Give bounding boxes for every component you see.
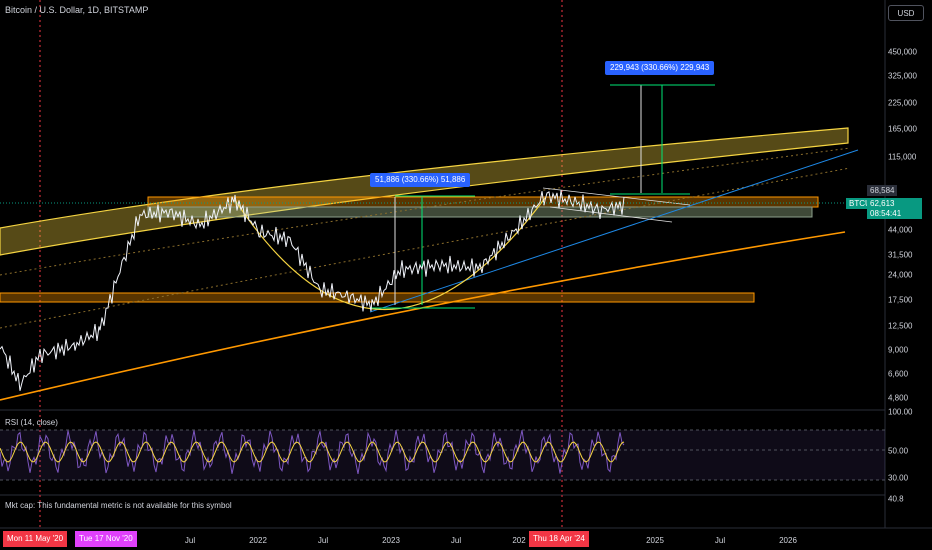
rsi-axis-label: 100.00 [888, 407, 913, 417]
time-axis-label: 2025 [646, 536, 664, 545]
resistance-zone [147, 196, 819, 208]
time-axis-label: Jul [184, 536, 196, 545]
marker-price-tag: 68,584 [867, 185, 898, 196]
price-axis-label: 115,000 [888, 152, 917, 162]
measure-label[interactable]: 51,886 (330.66%) 51,886 [370, 173, 471, 187]
time-axis-label: Jul [317, 536, 329, 545]
time-axis-label: 2022 [249, 536, 267, 545]
channel-band [0, 127, 849, 256]
resistance-zone [147, 206, 813, 218]
time-axis-label: 202 [512, 536, 526, 545]
time-axis-label: Jul [450, 536, 462, 545]
rsi-line [0, 430, 625, 474]
measure-label[interactable]: 229,943 (330.66%) 229,943 [605, 61, 715, 75]
trend-line [369, 149, 859, 313]
time-axis-label: 2026 [779, 536, 797, 545]
price-axis-label: 6,600 [888, 369, 909, 379]
rsi-ma-line [0, 441, 625, 463]
price-series [0, 190, 625, 391]
price-axis-label: 12,500 [888, 321, 913, 331]
time-axis-label: Jul [714, 536, 726, 545]
price-axis-label: 4,800 [888, 393, 909, 403]
time-axis-label: 2023 [382, 536, 400, 545]
rsi-axis-label: 50.00 [888, 446, 909, 456]
current-price-tag: 62,613 [867, 198, 922, 209]
symbol-title: Bitcoin / U.S. Dollar, 1D, BITSTAMP [5, 5, 149, 15]
price-axis-label: 9,000 [888, 345, 909, 355]
price-axis-label: 225,000 [888, 98, 917, 108]
countdown-tag: 08:54:41 [867, 208, 922, 219]
price-axis-label: 24,000 [888, 270, 913, 280]
rsi-axis-label: 40.8 [888, 494, 904, 504]
price-axis-label: 325,000 [888, 71, 917, 81]
price-axis-label: 450,000 [888, 47, 917, 57]
cup-curve [234, 197, 546, 311]
rsi-axis-label: 30.00 [888, 473, 909, 483]
price-axis-label: 165,000 [888, 124, 917, 134]
price-axis-label: 44,000 [888, 225, 913, 235]
ticker-tag: BTCUSD [846, 198, 885, 209]
pennant-line [549, 206, 673, 223]
price-axis-label: 31,500 [888, 250, 913, 260]
date-badge: Mon 11 May '20 [3, 531, 68, 547]
currency-button[interactable]: USD [888, 5, 924, 21]
date-badge: Tue 17 Nov '20 [75, 531, 137, 547]
market-cap-note: Mkt cap: This fundamental metric is not … [5, 501, 232, 510]
price-axis-label: 17,500 [888, 295, 913, 305]
rsi-label: RSI (14, close) [5, 418, 58, 427]
rsi-band [0, 430, 885, 480]
pennant-line [542, 187, 691, 206]
date-badge: Thu 18 Apr '24 [529, 531, 589, 547]
